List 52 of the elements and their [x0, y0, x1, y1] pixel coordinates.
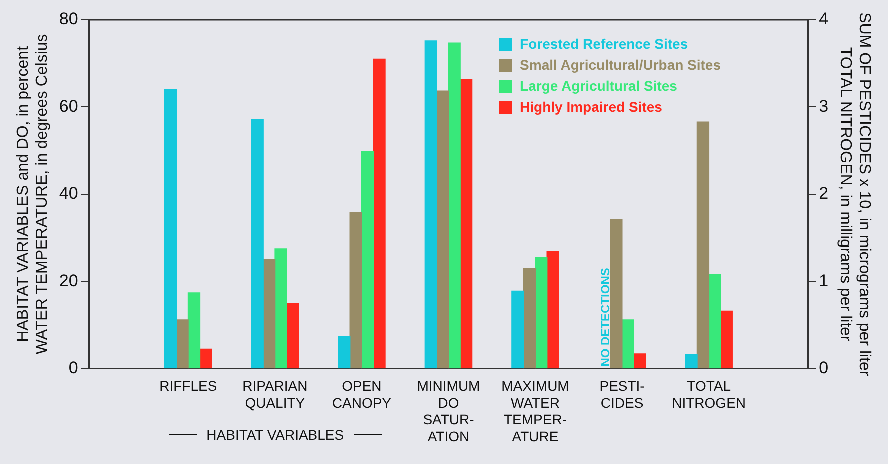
- y-tick-label: 0: [68, 358, 78, 378]
- bar: [685, 354, 698, 369]
- legend-label: Highly Impaired Sites: [520, 98, 662, 117]
- bar: [696, 122, 710, 369]
- x-tick-label: OPEN CANOPY: [332, 378, 392, 411]
- y2-tick-label: 3: [819, 96, 829, 116]
- x-tick-label: RIFFLES: [160, 378, 218, 394]
- annotation: NO DETECTIONS: [598, 268, 613, 367]
- bar: [720, 310, 733, 369]
- y2-axis-title: SUM OF PESTICIDES x 10, in micrograms per liter TOTAL NITROGEN, in milligrams per liter: [836, 12, 873, 377]
- text: HABITAT VARIABLES: [206, 426, 344, 443]
- bar: [373, 58, 386, 369]
- x-tick-label: RIPARIAN QUALITY: [242, 378, 308, 411]
- bar: [286, 304, 300, 369]
- bar: [262, 259, 276, 369]
- y-tick-label: 40: [59, 184, 78, 204]
- bar: [436, 90, 450, 369]
- bar: [634, 354, 646, 369]
- x-tick-label: MINIMUM DO SATUR- ATION: [417, 378, 480, 444]
- bar: [622, 320, 634, 369]
- x-tick-label: PESTI- CIDES: [600, 378, 646, 411]
- bar: [460, 78, 473, 369]
- bar: [251, 119, 264, 369]
- y2-tick-label: 1: [819, 271, 829, 290]
- bar: [361, 151, 374, 369]
- bar: [535, 257, 548, 369]
- bar: [512, 290, 524, 369]
- bar: [610, 219, 623, 369]
- y2-tick-label: 2: [819, 184, 829, 204]
- bar: [448, 42, 461, 369]
- bar: [523, 268, 536, 369]
- bar: [338, 336, 351, 369]
- y-tick-label: 20: [59, 271, 78, 290]
- legend-label: Forested Reference Sites: [520, 35, 688, 54]
- bar: [188, 292, 201, 369]
- y-tick-label: 60: [59, 96, 78, 116]
- bar: [200, 348, 212, 369]
- x-tick-label: MAXIMUM WATER TEMPER- ATURE: [502, 378, 570, 444]
- y2-tick-label: 4: [819, 10, 829, 29]
- legend-label: Small Agricultural/Urban Sites: [520, 56, 722, 75]
- y-tick-label: 80: [59, 10, 78, 29]
- y2-tick-label: 0: [819, 358, 829, 378]
- bar: [424, 40, 438, 369]
- legend-label: Large Agricultural Sites: [520, 77, 678, 96]
- bar: [176, 320, 189, 369]
- bar: [546, 251, 560, 369]
- x-tick-label: TOTAL NITROGEN: [672, 378, 746, 411]
- bar: [164, 89, 178, 369]
- bar: [274, 248, 288, 369]
- bar: [350, 212, 362, 369]
- bar: [708, 274, 722, 369]
- y-axis-title: HABITAT VARIABLES and DO, in percent WATER TEMPERATURE, in degrees Celsius: [15, 34, 52, 355]
